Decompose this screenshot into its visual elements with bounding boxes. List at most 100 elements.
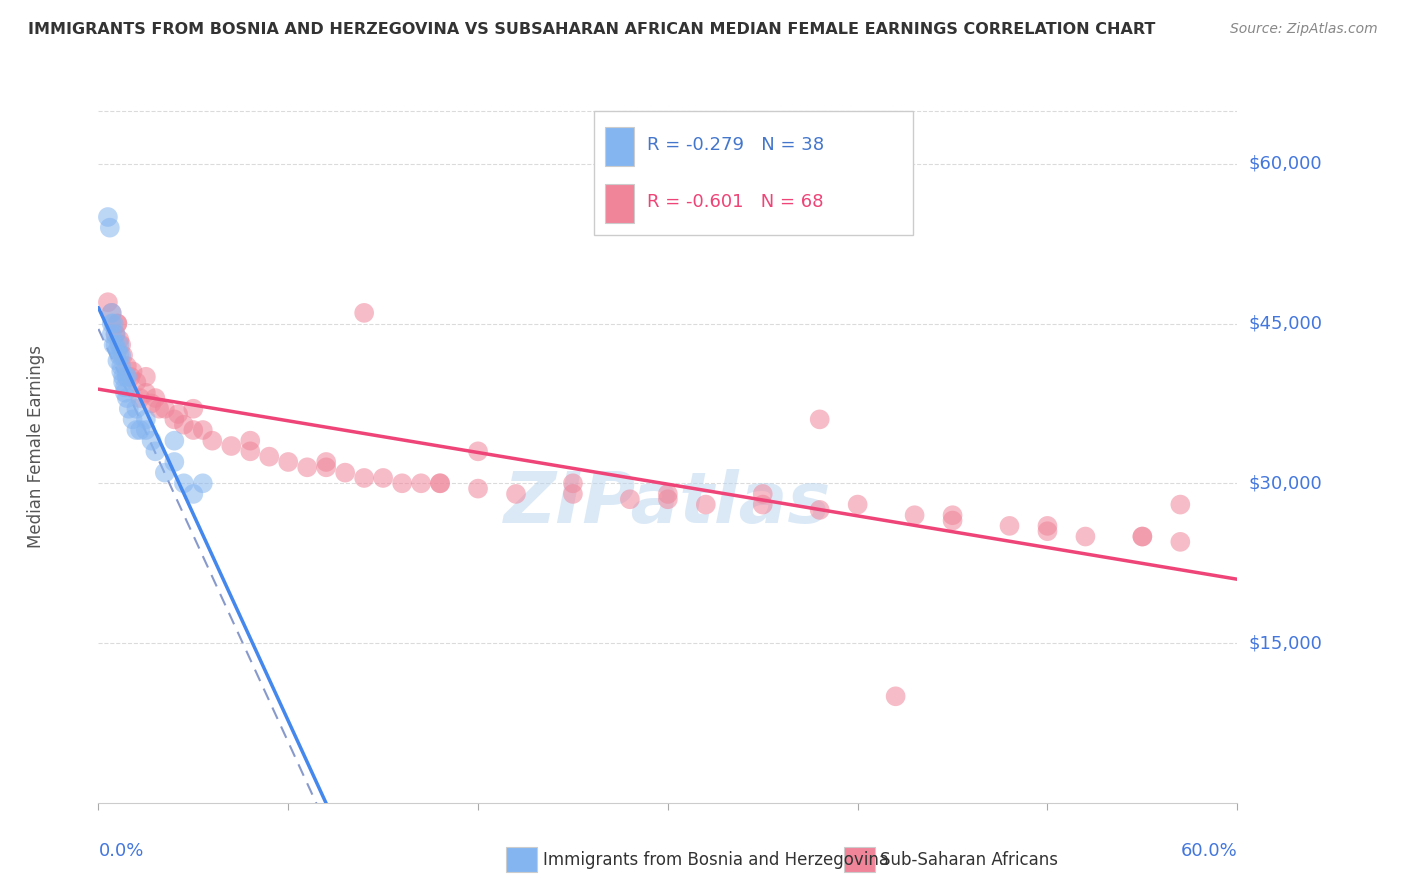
- Point: [353, 471, 375, 485]
- Point: [1074, 529, 1097, 543]
- Point: [657, 492, 679, 507]
- Point: [277, 455, 299, 469]
- Point: [371, 471, 394, 485]
- FancyBboxPatch shape: [593, 111, 912, 235]
- Point: [135, 412, 157, 426]
- Point: [107, 317, 129, 331]
- Point: [163, 455, 186, 469]
- Point: [846, 498, 869, 512]
- Point: [391, 476, 413, 491]
- Point: [173, 476, 195, 491]
- Point: [429, 476, 451, 491]
- Point: [315, 455, 337, 469]
- Point: [125, 423, 148, 437]
- Point: [239, 444, 262, 458]
- Point: [114, 385, 136, 400]
- Point: [191, 423, 214, 437]
- Point: [98, 220, 121, 235]
- Point: [619, 492, 641, 507]
- Text: $60,000: $60,000: [1249, 154, 1322, 173]
- Point: [467, 444, 489, 458]
- Point: [112, 375, 135, 389]
- Point: [141, 434, 163, 448]
- Point: [135, 385, 157, 400]
- Point: [115, 369, 138, 384]
- Point: [141, 396, 163, 410]
- Point: [110, 349, 132, 363]
- Point: [104, 327, 127, 342]
- Point: [145, 444, 167, 458]
- Point: [353, 306, 375, 320]
- Point: [100, 306, 122, 320]
- Point: [1170, 534, 1192, 549]
- Text: ZIPatlas: ZIPatlas: [505, 468, 831, 538]
- Point: [104, 327, 127, 342]
- FancyBboxPatch shape: [605, 184, 634, 223]
- Point: [153, 401, 176, 416]
- Point: [1170, 498, 1192, 512]
- Text: R = -0.279   N = 38: R = -0.279 N = 38: [647, 136, 824, 153]
- Text: Median Female Earnings: Median Female Earnings: [27, 344, 45, 548]
- Point: [114, 380, 136, 394]
- Point: [103, 338, 125, 352]
- Point: [118, 401, 141, 416]
- Point: [125, 401, 148, 416]
- Text: Immigrants from Bosnia and Herzegovina: Immigrants from Bosnia and Herzegovina: [543, 851, 889, 869]
- Point: [110, 364, 132, 378]
- Point: [153, 466, 176, 480]
- Text: $30,000: $30,000: [1249, 475, 1322, 492]
- Point: [904, 508, 927, 523]
- Point: [942, 508, 965, 523]
- Point: [562, 487, 585, 501]
- Point: [97, 210, 120, 224]
- Text: Source: ZipAtlas.com: Source: ZipAtlas.com: [1230, 22, 1378, 37]
- Text: $15,000: $15,000: [1249, 634, 1322, 652]
- Text: R = -0.601   N = 68: R = -0.601 N = 68: [647, 193, 824, 211]
- Point: [467, 482, 489, 496]
- Point: [104, 338, 127, 352]
- Point: [135, 423, 157, 437]
- Point: [125, 375, 148, 389]
- Point: [97, 295, 120, 310]
- Text: IMMIGRANTS FROM BOSNIA AND HERZEGOVINA VS SUBSAHARAN AFRICAN MEDIAN FEMALE EARNI: IMMIGRANTS FROM BOSNIA AND HERZEGOVINA V…: [28, 22, 1156, 37]
- Point: [221, 439, 243, 453]
- Point: [167, 407, 190, 421]
- Point: [429, 476, 451, 491]
- Point: [115, 359, 138, 373]
- Point: [100, 327, 122, 342]
- Point: [884, 690, 907, 704]
- FancyBboxPatch shape: [605, 127, 634, 166]
- Point: [112, 349, 135, 363]
- Text: Sub-Saharan Africans: Sub-Saharan Africans: [880, 851, 1059, 869]
- Point: [163, 434, 186, 448]
- Point: [148, 401, 170, 416]
- Text: $45,000: $45,000: [1249, 315, 1323, 333]
- Point: [108, 333, 131, 347]
- Point: [998, 519, 1021, 533]
- Point: [562, 476, 585, 491]
- Point: [259, 450, 281, 464]
- Point: [107, 343, 129, 358]
- Point: [163, 412, 186, 426]
- Point: [100, 306, 122, 320]
- Point: [183, 401, 205, 416]
- Point: [695, 498, 717, 512]
- Point: [411, 476, 433, 491]
- Point: [1132, 529, 1154, 543]
- Point: [335, 466, 357, 480]
- Point: [135, 369, 157, 384]
- Point: [107, 317, 129, 331]
- Text: 0.0%: 0.0%: [98, 842, 143, 860]
- Point: [183, 423, 205, 437]
- Point: [752, 487, 775, 501]
- Point: [103, 317, 125, 331]
- Point: [191, 476, 214, 491]
- Point: [110, 338, 132, 352]
- Point: [121, 364, 143, 378]
- Point: [129, 423, 152, 437]
- Point: [115, 391, 138, 405]
- Point: [115, 369, 138, 384]
- Point: [100, 317, 122, 331]
- Point: [110, 359, 132, 373]
- Point: [808, 412, 831, 426]
